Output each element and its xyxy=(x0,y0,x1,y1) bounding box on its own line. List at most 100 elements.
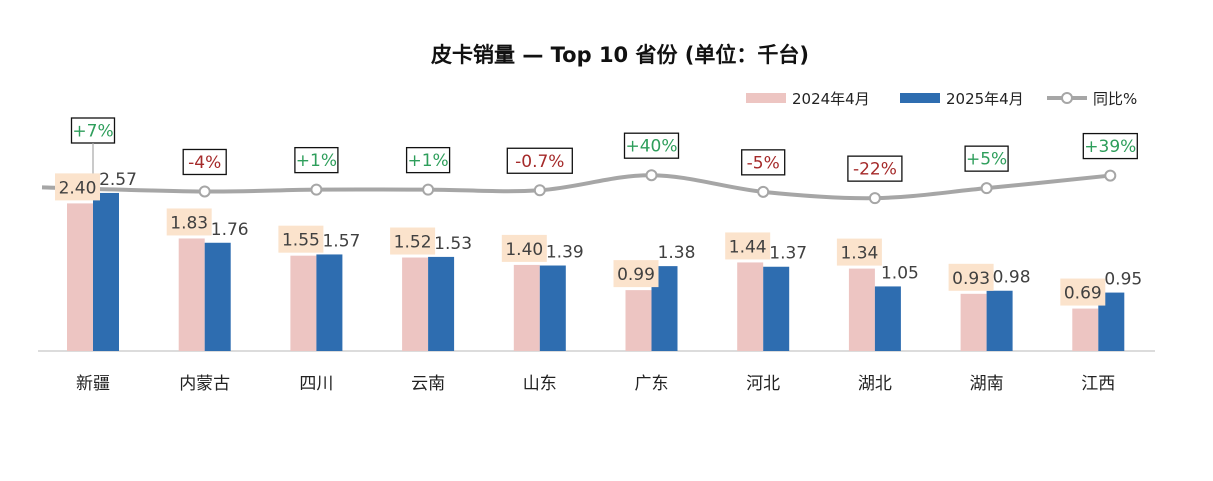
yoy-marker-3 xyxy=(310,183,323,196)
bar-2025-5 xyxy=(539,265,566,351)
bar-2025-7 xyxy=(763,266,790,351)
label-bg-2024-7 xyxy=(725,232,771,260)
label-bg-2024-2 xyxy=(166,208,212,236)
yoy-label-box-4 xyxy=(405,146,451,174)
yoy-label-box-10 xyxy=(1082,132,1138,160)
x-tick-7: 河北 xyxy=(746,374,780,394)
legend-swatch-1 xyxy=(746,93,786,103)
label-bg-2024-10 xyxy=(1060,278,1106,306)
value-label-2025-6: 1.38 xyxy=(658,243,696,263)
bar-2024-5 xyxy=(513,264,540,351)
value-label-2024-4: 1.52 xyxy=(394,233,432,253)
legend-label-3: 同比% xyxy=(1093,90,1137,108)
chart-title: 皮卡销量 — Top 10 省份 (单位：千台) xyxy=(431,43,809,67)
yoy-marker-10 xyxy=(1104,169,1117,182)
label-bg-2024-4 xyxy=(390,227,436,255)
bars-layer xyxy=(67,192,1125,351)
value-label-2024-7: 1.44 xyxy=(729,237,767,257)
value-label-2024-2: 1.83 xyxy=(170,213,208,233)
value-label-2025-10: 0.95 xyxy=(1104,270,1142,290)
value-label-2025-7: 1.37 xyxy=(769,244,807,264)
yoy-label-5: -0.7% xyxy=(515,152,564,172)
bar-2025-1 xyxy=(93,192,119,351)
value-label-2024-8: 1.34 xyxy=(840,244,878,264)
bar-2024-9 xyxy=(960,293,987,351)
yoy-marker-9 xyxy=(980,182,993,195)
value-label-2025-8: 1.05 xyxy=(881,263,919,283)
legend-swatch-2 xyxy=(900,93,940,103)
x-tick-2: 内蒙古 xyxy=(179,374,230,394)
yoy-label-3: +1% xyxy=(296,151,337,171)
yoy-label-7: -5% xyxy=(747,153,780,173)
x-tick-3: 四川 xyxy=(299,374,333,394)
x-tick-4: 云南 xyxy=(411,374,445,394)
bar-2024-10 xyxy=(1072,308,1099,351)
legend: 2024年4月 2025年4月 同比% xyxy=(746,90,1137,108)
yoy-label-box-9 xyxy=(964,145,1009,172)
x-tick-9: 湖南 xyxy=(970,374,1004,394)
value-label-2024-1: 2.40 xyxy=(59,178,97,198)
yoy-layer: +7% -4% +1% +1% -0.7% +40% -5% -22% +5% +39% xyxy=(41,117,1138,205)
value-label-2025-1: 2.57 xyxy=(99,170,137,190)
value-label-2024-6: 0.99 xyxy=(617,265,655,285)
x-tick-10: 江西 xyxy=(1081,374,1115,394)
yoy-label-4: +1% xyxy=(407,151,448,171)
value-label-2025-2: 1.76 xyxy=(211,220,249,240)
value-label-2024-3: 1.55 xyxy=(282,231,320,251)
bar-2024-4 xyxy=(402,257,429,351)
value-label-2024-10: 0.69 xyxy=(1064,284,1102,304)
yoy-label-box-6 xyxy=(623,132,680,159)
label-bg-2024-6 xyxy=(613,260,659,288)
yoy-label-10: +39% xyxy=(1084,137,1136,157)
yoy-label-6: +40% xyxy=(625,137,677,157)
yoy-label-1: +7% xyxy=(72,122,113,142)
yoy-marker-6 xyxy=(645,169,658,182)
yoy-label-box-8 xyxy=(847,155,903,182)
legend-marker xyxy=(1061,92,1073,104)
value-label-2025-3: 1.57 xyxy=(322,231,360,251)
yoy-marker-5 xyxy=(533,184,546,197)
value-label-2024-9: 0.93 xyxy=(952,269,990,289)
x-tick-1: 新疆 xyxy=(76,374,110,394)
yoy-label-box-3 xyxy=(294,146,339,174)
value-label-2024-5: 1.40 xyxy=(505,240,543,260)
yoy-marker-7 xyxy=(757,185,770,198)
label-bg-2024-5 xyxy=(501,234,547,262)
bar-2024-7 xyxy=(737,262,764,351)
yoy-label-box-2 xyxy=(182,148,227,176)
legend-label-1: 2024年4月 xyxy=(792,90,870,108)
yoy-label-box-1 xyxy=(70,117,116,144)
bar-2024-8 xyxy=(848,268,875,351)
value-label-2025-4: 1.53 xyxy=(434,234,472,254)
value-label-2025-5: 1.39 xyxy=(546,243,584,263)
label-bg-2024-9 xyxy=(948,263,994,291)
x-tick-8: 湖北 xyxy=(858,374,892,394)
bar-2025-2 xyxy=(204,242,231,351)
x-tick-6: 广东 xyxy=(635,374,669,394)
x-tick-labels: 新疆 内蒙古 四川 云南 山东 广东 河北 湖北 湖南 江西 xyxy=(76,374,1115,394)
bar-2025-9 xyxy=(986,290,1013,351)
bar-2025-8 xyxy=(874,286,901,351)
bar-2025-3 xyxy=(316,254,343,351)
x-tick-5: 山东 xyxy=(523,374,557,394)
label-bg-2024-1 xyxy=(55,173,100,201)
legend-label-2: 2025年4月 xyxy=(946,90,1024,108)
bar-2025-4 xyxy=(428,256,455,351)
yoy-label-box-5 xyxy=(506,147,573,174)
yoy-label-8: -22% xyxy=(853,160,897,180)
bar-2024-3 xyxy=(290,255,317,351)
value-label-2025-9: 0.98 xyxy=(993,268,1031,288)
yoy-line xyxy=(41,173,1111,201)
yoy-marker-8 xyxy=(868,192,881,205)
label-bg-2024-8 xyxy=(836,238,882,266)
yoy-marker-4 xyxy=(422,183,435,196)
yoy-label-9: +5% xyxy=(966,150,1007,170)
bar-2024-6 xyxy=(625,290,652,351)
yoy-marker-2 xyxy=(198,185,211,198)
data-labels-layer: 2.40 2.57 1.83 1.76 1.55 1.57 1.52 1.53 1.40 1.39… xyxy=(55,170,1142,306)
yoy-label-2: -4% xyxy=(188,153,221,173)
label-bg-2024-3 xyxy=(278,225,324,253)
bar-2024-2 xyxy=(178,238,205,351)
